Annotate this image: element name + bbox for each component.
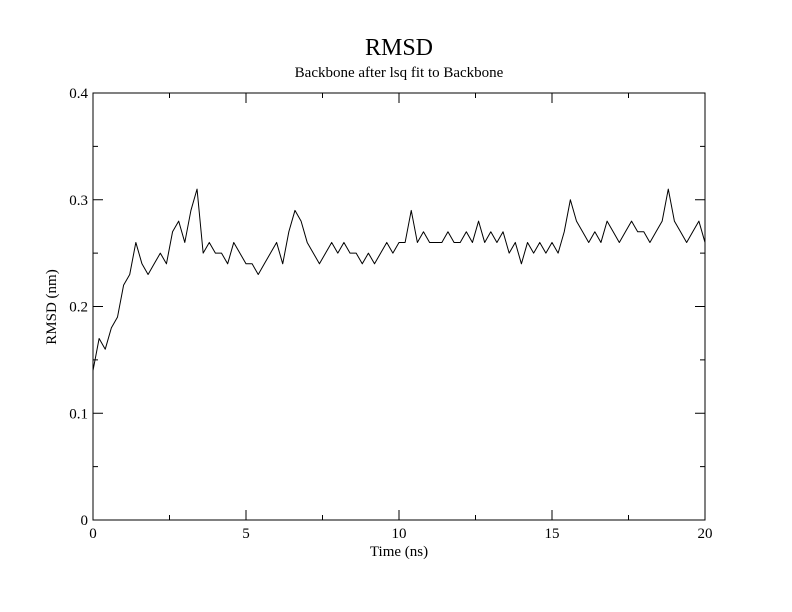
x-tick-label: 15 bbox=[545, 526, 560, 542]
chart-title: RMSD bbox=[365, 35, 433, 61]
y-tick-label: 0 bbox=[81, 513, 89, 529]
y-tick-label: 0.4 bbox=[69, 86, 88, 102]
x-tick-label: 0 bbox=[89, 526, 97, 542]
chart-subtitle: Backbone after lsq fit to Backbone bbox=[295, 65, 504, 81]
y-tick-label: 0.3 bbox=[69, 193, 88, 209]
y-tick-label: 0.1 bbox=[69, 406, 88, 422]
x-tick-label: 5 bbox=[242, 526, 250, 542]
x-tick-label: 10 bbox=[392, 526, 407, 542]
x-axis-label: Time (ns) bbox=[370, 544, 428, 560]
y-axis-label: RMSD (nm) bbox=[44, 269, 60, 344]
x-tick-label: 20 bbox=[698, 526, 713, 542]
rmsd-line bbox=[92, 188, 706, 371]
y-tick-label: 0.2 bbox=[69, 300, 88, 316]
